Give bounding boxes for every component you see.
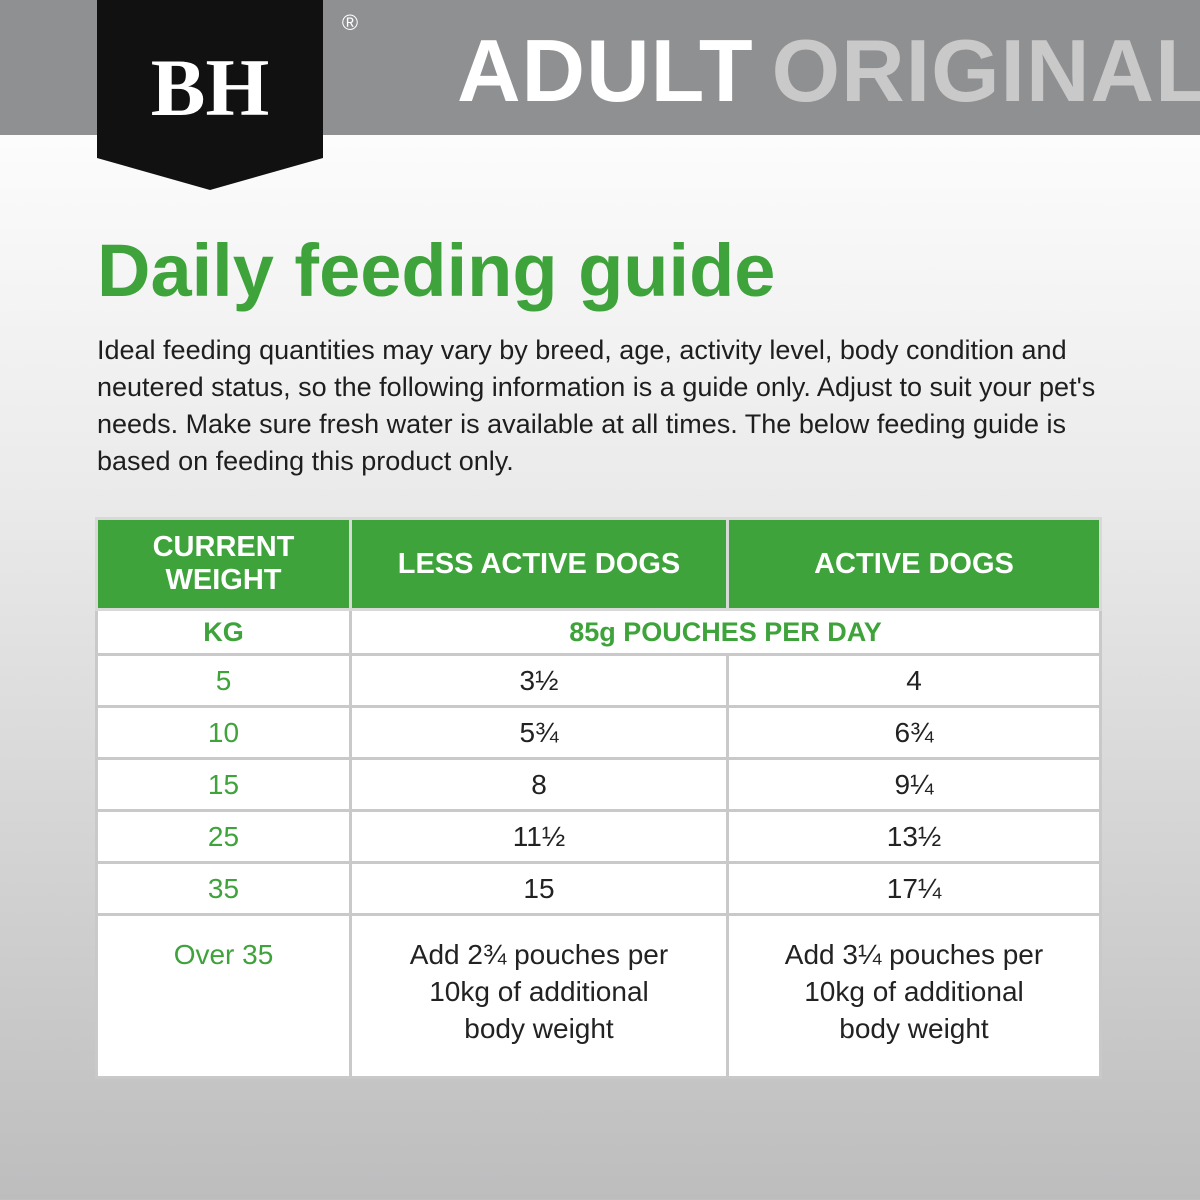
table-cell: 17¼ — [726, 861, 1102, 916]
table-cell: Over 35 — [95, 913, 352, 1079]
table-cell: Add 2¾ pouches per 10kg of additional bo… — [349, 913, 729, 1079]
table-cell: 13½ — [726, 809, 1102, 864]
unit-cell: 85g POUCHES PER DAY — [349, 608, 1102, 656]
intro: Ideal feeding quantities may vary by bre… — [97, 335, 1096, 476]
header-cell: LESS ACTIVE DOGS — [349, 517, 729, 611]
table-cell: 9¼ — [726, 757, 1102, 812]
table-row: 35 15 17¼ — [95, 861, 1102, 916]
table-row: Over 35 Add 2¾ pouches per 10kg of additi… — [95, 913, 1102, 1079]
table-body: 5 3½ 4 10 5¾ 6¾ 15 8 9¼ 25 11½ 13½ 35 15 17¼ Over 35 Add… — [95, 653, 1102, 1079]
table-cell: 10 — [95, 705, 352, 760]
table-cell: 8 — [349, 757, 729, 812]
table-cell: 25 — [95, 809, 352, 864]
table-cell: 5¾ — [349, 705, 729, 760]
header-cell: CURRENT WEIGHT — [95, 517, 352, 611]
product-title: ADULT ORIGINAL — [457, 20, 1200, 122]
subtitle: ORIGINAL — [771, 21, 1200, 120]
header-cell: ACTIVE DOGS — [726, 517, 1102, 611]
table-row: 10 5¾ 6¾ — [95, 705, 1102, 760]
title: ADULT — [457, 21, 754, 120]
table-cell: 4 — [726, 653, 1102, 708]
registered: ® — [342, 10, 358, 35]
table-cell: 6¾ — [726, 705, 1102, 760]
table-cell: 3½ — [349, 653, 729, 708]
table-cell: 15 — [95, 757, 352, 812]
table-row: 5 3½ 4 — [95, 653, 1102, 708]
unit-cell: KG — [95, 608, 352, 656]
table-cell: Add 3¼ pouches per 10kg of additional bo… — [726, 913, 1102, 1079]
heading: Daily feeding guide — [97, 229, 776, 312]
table-row: 15 8 9¼ — [95, 757, 1102, 812]
table-cell: 11½ — [349, 809, 729, 864]
table-cell: 15 — [349, 861, 729, 916]
table-cell: 5 — [95, 653, 352, 708]
logo: BH ® — [97, 0, 358, 190]
feeding-table: CURRENT WEIGHT LESS ACTIVE DOGS ACTIVE DOG… — [95, 517, 1102, 1079]
brand: BH — [151, 42, 269, 133]
table-cell: 35 — [95, 861, 352, 916]
table-row: 25 11½ 13½ — [95, 809, 1102, 864]
